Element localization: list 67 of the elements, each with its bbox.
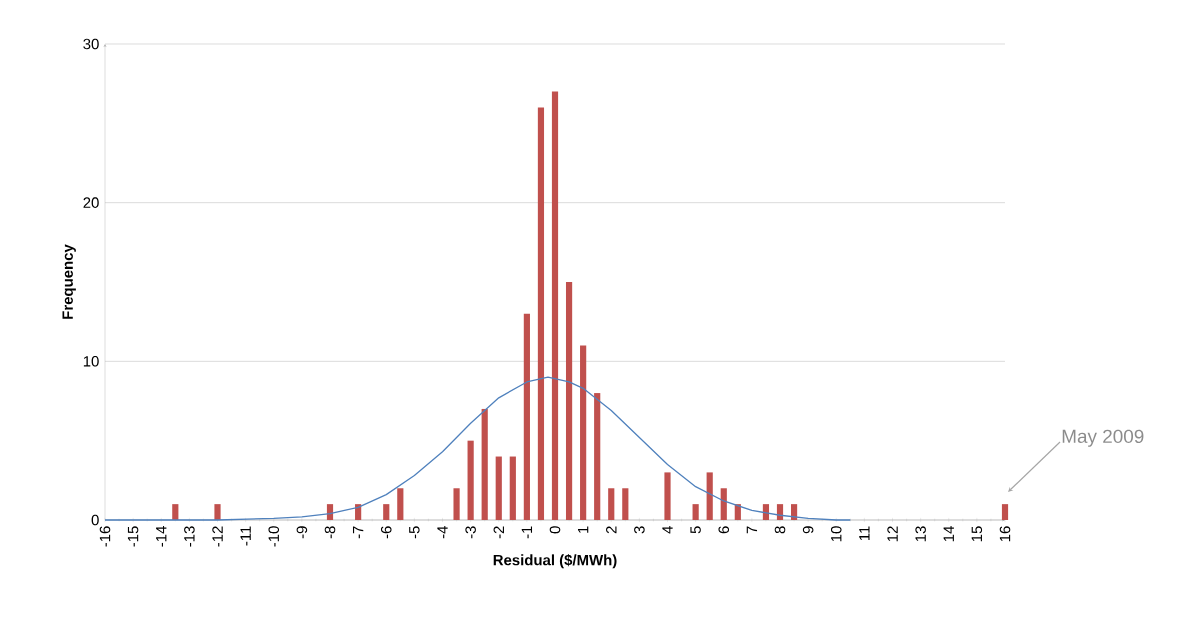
x-tick-label: -3 xyxy=(465,526,476,539)
x-axis-title: Residual ($/MWh) xyxy=(493,554,617,569)
bar xyxy=(706,472,713,520)
bar xyxy=(622,488,629,520)
x-tick-label: 2 xyxy=(606,526,617,534)
bar xyxy=(397,488,404,520)
x-tick-label: 15 xyxy=(971,526,983,542)
bar xyxy=(734,504,741,520)
text: May 2009 xyxy=(1062,429,1144,447)
bar xyxy=(692,504,699,520)
x-tick-label: 11 xyxy=(859,526,870,541)
bar xyxy=(1001,504,1009,520)
bar xyxy=(453,488,460,520)
x-tick-label: 10 xyxy=(830,526,842,542)
bar xyxy=(664,472,671,520)
x-tick-label: 13 xyxy=(915,526,926,542)
bar xyxy=(467,440,474,520)
bar xyxy=(523,313,530,520)
x-tick-label: -9 xyxy=(296,526,308,539)
bar xyxy=(383,504,390,520)
y-tick-label: 20 xyxy=(83,197,99,208)
x-tick-label: 3 xyxy=(634,526,645,534)
x-tick-label: 4 xyxy=(662,526,673,534)
x-tick-label: -6 xyxy=(380,526,392,539)
x-tick-label: -15 xyxy=(127,526,139,547)
y-tick-label: 10 xyxy=(83,356,99,367)
bar xyxy=(214,504,221,520)
x-tick-label: -10 xyxy=(268,526,280,547)
y-tick-label: 30 xyxy=(83,38,99,50)
x-tick-label: -4 xyxy=(437,526,448,539)
x-tick-label: -14 xyxy=(156,526,167,547)
bar xyxy=(326,504,334,520)
x-tick-label: -2 xyxy=(493,526,504,539)
x-tick-label: -8 xyxy=(324,526,336,539)
bar xyxy=(355,504,362,520)
x-tick-label: 8 xyxy=(774,526,786,534)
x-tick-label: -12 xyxy=(212,526,223,547)
bar xyxy=(172,504,179,520)
bar xyxy=(495,456,502,520)
x-tick-label: 5 xyxy=(690,526,701,534)
bar xyxy=(594,393,601,520)
y-axis-title: Frequency xyxy=(62,244,76,319)
x-tick-label: 14 xyxy=(943,526,954,542)
y-tick-label: 0 xyxy=(91,514,99,526)
bar xyxy=(565,282,573,520)
bar xyxy=(580,345,587,520)
bar xyxy=(608,488,615,520)
x-tick-label: 1 xyxy=(577,526,589,533)
x-tick-label: 16 xyxy=(999,526,1011,542)
bar xyxy=(537,107,545,520)
bar xyxy=(776,504,784,520)
x-tick-label: 0 xyxy=(549,526,561,534)
x-tick-label: 9 xyxy=(802,526,814,534)
x-tick-label: 6 xyxy=(718,526,730,534)
x-tick-label: -16 xyxy=(99,526,111,547)
x-tick-label: -7 xyxy=(352,526,364,539)
bar xyxy=(551,91,559,520)
bar xyxy=(509,456,516,520)
bar xyxy=(720,488,727,520)
x-tick-label: 12 xyxy=(887,526,898,542)
bar xyxy=(481,408,488,520)
x-tick-label: -1 xyxy=(521,526,533,539)
x-tick-label: -13 xyxy=(184,526,195,547)
x-tick-label: -11 xyxy=(240,526,251,546)
x-tick-label: 7 xyxy=(746,526,758,534)
bar xyxy=(762,504,770,520)
x-tick-label: -5 xyxy=(409,526,420,539)
